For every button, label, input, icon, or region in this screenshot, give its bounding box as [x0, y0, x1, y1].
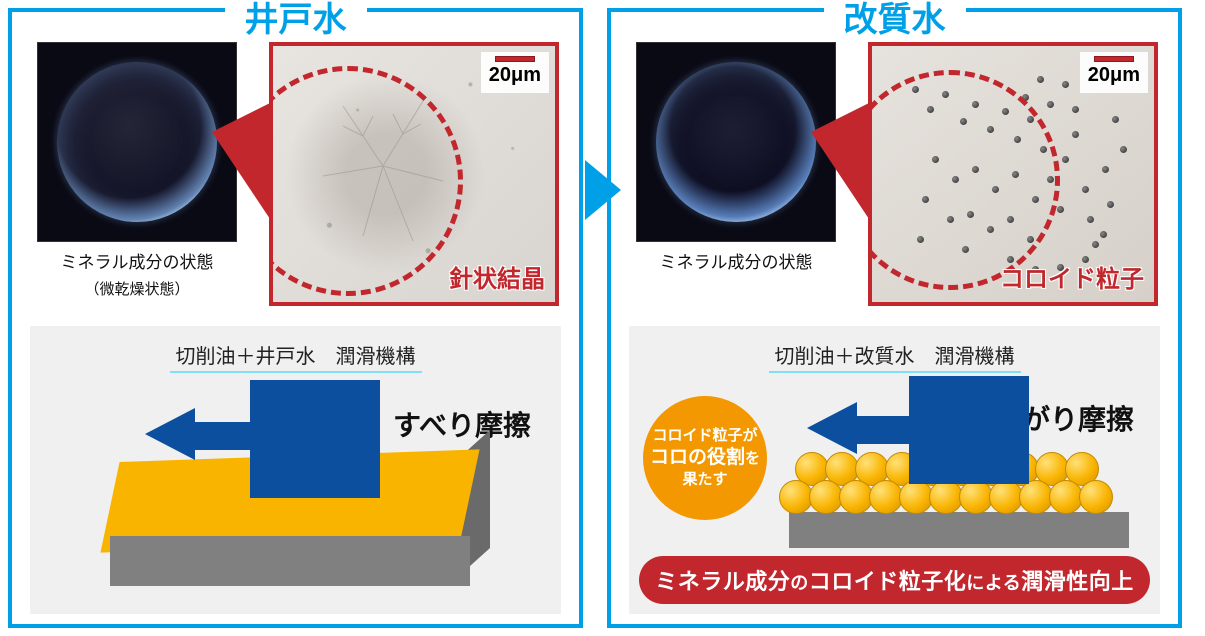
callout-triangle-right	[811, 102, 871, 302]
badge-line1: コロイド粒子が	[652, 426, 757, 446]
scale-bar-icon	[495, 56, 535, 62]
panel-modified-water: 改質水 ミネラル成分の状態 20μm コロイド粒子	[607, 8, 1182, 628]
arrow-left-icon	[807, 402, 857, 454]
top-row-left: ミネラル成分の状態 （微乾燥状態）	[12, 12, 579, 316]
colloid-role-badge: コロイド粒子が コロの役割を 果たす	[643, 396, 767, 520]
comparison-container: 井戸水 ミネラル成分の状態 （微乾燥状態）	[0, 0, 1205, 636]
concl-b: の	[790, 573, 809, 593]
caption-main: ミネラル成分の状態	[61, 253, 214, 272]
caption-sub: （微乾燥状態）	[84, 281, 189, 298]
mechanism-title-right: 切削油＋改質水 潤滑機構	[769, 340, 1021, 373]
scale-label: 20μm	[1088, 64, 1140, 87]
callout-triangle-left	[212, 102, 272, 302]
microscope-photo-right	[636, 42, 836, 242]
zoom-photo-left: 20μm 針状結晶	[269, 42, 559, 306]
micro-photo-block-right: ミネラル成分の状態	[631, 42, 841, 276]
concl-d: による	[966, 573, 1021, 593]
transition-arrow-icon	[585, 160, 621, 220]
badge-line3: 果たす	[682, 470, 727, 490]
scale-box-right: 20μm	[1080, 52, 1148, 93]
badge-line2: コロの役割	[650, 447, 745, 468]
mechanism-panel-left: 切削油＋井戸水 潤滑機構 すべり摩擦	[30, 326, 561, 614]
zoom-label-left: 針状結晶	[449, 259, 545, 294]
mechanism-title-left: 切削油＋井戸水 潤滑機構	[170, 340, 422, 373]
panel-well-water: 井戸水 ミネラル成分の状態 （微乾燥状態）	[8, 8, 583, 628]
tool-block-left	[250, 380, 380, 498]
ball-row-bottom	[781, 480, 1111, 514]
arrow-left-icon	[145, 408, 195, 460]
mechanism-panel-right: 切削油＋改質水 潤滑機構 転がり摩擦 コロイド粒子が コロの役割を 果たす	[629, 326, 1160, 614]
scale-box-left: 20μm	[481, 52, 549, 93]
zoom-photo-right: 20μm コロイド粒子	[868, 42, 1158, 306]
zoom-label-right: コロイド粒子	[1000, 259, 1144, 294]
surface-plate-right	[789, 512, 1129, 548]
photo-caption-left: ミネラル成分の状態 （微乾燥状態）	[61, 250, 214, 301]
badge-line2b: を	[745, 450, 760, 467]
microscope-photo-left	[37, 42, 237, 242]
conclusion-bar: ミネラル成分のコロイド粒子化による潤滑性向上	[639, 556, 1150, 604]
concl-a: ミネラル成分	[655, 569, 790, 594]
top-row-right: ミネラル成分の状態 20μm コロイド粒子	[611, 12, 1178, 316]
arrow-shaft-right	[854, 416, 912, 444]
micro-photo-block-left: ミネラル成分の状態 （微乾燥状態）	[32, 42, 242, 301]
scale-bar-icon	[1094, 56, 1134, 62]
friction-label-left: すべり摩擦	[393, 404, 531, 444]
concl-c: コロイド粒子化	[809, 569, 967, 594]
photo-caption-right: ミネラル成分の状態	[660, 250, 813, 276]
tool-block-right	[909, 376, 1029, 484]
arrow-shaft-left	[192, 422, 252, 450]
concl-e: 潤滑性向上	[1021, 569, 1134, 594]
scale-label: 20μm	[489, 64, 541, 87]
